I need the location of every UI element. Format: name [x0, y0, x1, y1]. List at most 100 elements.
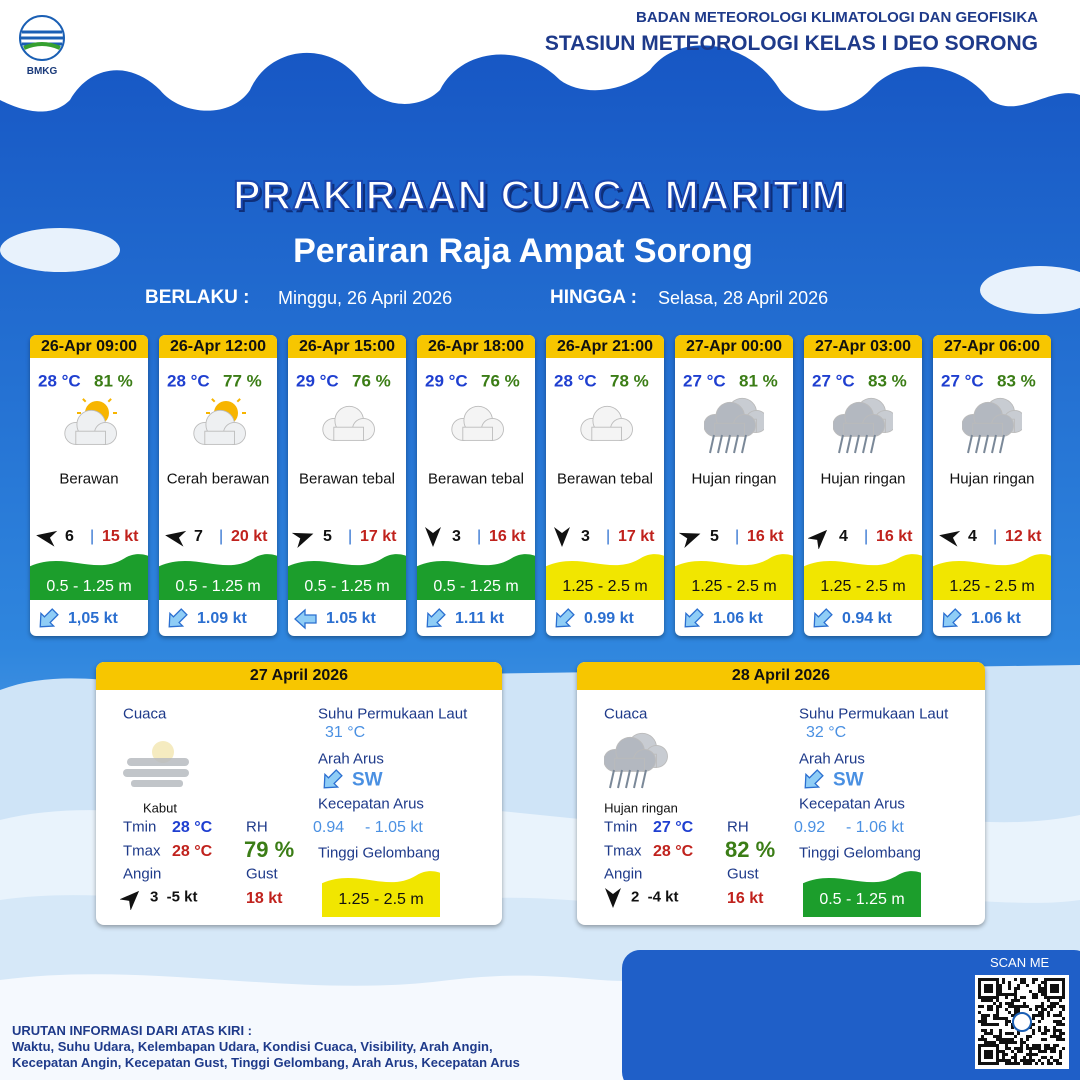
current-speed: 1,05 kt	[68, 610, 118, 627]
wave-height: 1.25 - 2.5 m	[691, 578, 777, 595]
sst: 32 °C	[806, 724, 847, 741]
current-speed: 1.11 kt	[455, 610, 504, 627]
wind-arrow	[554, 527, 570, 547]
current-min: 0.94	[313, 819, 345, 836]
subtitle: Perairan Raja Ampat Sorong	[293, 232, 753, 270]
humidity: 83 %	[868, 371, 907, 391]
air-temp: 28 °C	[554, 371, 597, 391]
weather-text: Hujan ringan	[949, 470, 1035, 488]
valid-to: Selasa, 28 April 2026	[658, 288, 829, 308]
card-time: 27-Apr 06:00	[933, 335, 1051, 358]
wave-band	[933, 554, 1051, 600]
current-speed: 1.06 kt	[971, 610, 1021, 627]
weather-icon	[604, 732, 668, 789]
separator: |	[606, 528, 611, 545]
tmax: 28 °C	[172, 843, 213, 860]
valid-to-label: HINGGA :	[550, 287, 637, 308]
separator: |	[735, 528, 740, 545]
card-time: 26-Apr 18:00	[417, 335, 535, 358]
weather-text: Cerah berawan	[166, 470, 270, 488]
logo-text: BMKG	[26, 66, 58, 77]
weather-icon	[962, 397, 1022, 454]
weather-text: Berawan	[59, 470, 119, 488]
label: Arah Arus	[318, 750, 384, 768]
card-time: 27-Apr 03:00	[804, 335, 922, 358]
wave-band	[546, 554, 664, 600]
forecast-card: 26-Apr 15:00 29 °C 76 % Berawan tebal 5 | 17 k…	[288, 335, 406, 636]
panel-date: 28 April 2026	[577, 662, 985, 690]
label: Tmin	[604, 818, 638, 836]
current-arrow	[684, 608, 704, 628]
wave-band	[675, 554, 793, 600]
gust-speed: 16 kt	[876, 528, 913, 545]
card-time: 26-Apr 21:00	[546, 335, 664, 358]
wind-speed: 4	[839, 528, 848, 545]
weather-icon	[451, 405, 504, 441]
humidity: 77 %	[223, 371, 262, 391]
label: Tmax	[123, 842, 161, 860]
tmax: 28 °C	[653, 843, 694, 860]
current-arrow	[168, 608, 188, 628]
label: Gust	[727, 865, 759, 883]
legend-text: Kecepatan Angin, Kecepatan Gust, Tinggi …	[12, 1055, 520, 1070]
label: Suhu Permukaan Laut	[799, 705, 949, 723]
wave-band	[30, 554, 148, 600]
wind-arrow	[808, 529, 828, 549]
forecast-card: 26-Apr 21:00 28 °C 78 % Berawan tebal 3 | 17 k…	[546, 335, 664, 636]
card-time: 27-Apr 00:00	[675, 335, 793, 358]
label: Tinggi Gelombang	[318, 844, 441, 862]
wave-band	[803, 871, 921, 917]
wind-arrow	[605, 888, 621, 908]
label: Gust	[246, 865, 278, 883]
humidity: 76 %	[481, 371, 520, 391]
current-arrow	[426, 608, 446, 628]
wave-height: 0.5 - 1.25 m	[46, 578, 132, 595]
separator: |	[348, 528, 353, 545]
current-speed: 0.94 kt	[842, 610, 892, 627]
humidity: 83 %	[997, 371, 1036, 391]
separator: |	[864, 528, 869, 545]
current-max: - 1.05 kt	[365, 819, 423, 836]
wind-speed: 3	[581, 528, 590, 545]
label: Angin	[604, 865, 643, 883]
current-speed: 1.05 kt	[326, 610, 376, 627]
wave-height: 1.25 - 2.5 m	[949, 578, 1035, 595]
sst: 31 °C	[325, 724, 366, 741]
rh: 79 %	[244, 837, 295, 862]
wind-arrow	[165, 530, 187, 547]
wave-band	[288, 554, 406, 600]
humidity: 78 %	[610, 371, 649, 391]
weather-text: Berawan tebal	[428, 470, 524, 488]
humidity: 76 %	[352, 371, 391, 391]
wind-arrow	[679, 532, 701, 548]
wave-height: 0.5 - 1.25 m	[433, 578, 519, 595]
weather-icon	[833, 397, 893, 454]
wave-band	[804, 554, 922, 600]
forecast-card: 26-Apr 09:00 28 °C 81 % Berawan 6 | 15 kt 0.5 -…	[30, 335, 148, 636]
rh: 82 %	[725, 837, 776, 862]
current-arrow	[804, 769, 824, 789]
wave-band	[417, 554, 535, 600]
panel-date: 27 April 2026	[96, 662, 502, 690]
station-name: STASIUN METEOROLOGI KELAS I DEO SORONG	[544, 32, 1038, 55]
daily-panel: 27 April 2026 Cuaca Kabut Tmin 28 °C Tmax 28 °…	[96, 662, 502, 925]
current-arrow	[323, 769, 343, 789]
wind-speed: 5	[323, 528, 332, 545]
wind-speed: 3	[452, 528, 461, 545]
humidity: 81 %	[739, 371, 778, 391]
wind: 2 -4 kt	[631, 888, 679, 906]
gust-speed: 15 kt	[102, 528, 139, 545]
current-speed: 1.09 kt	[197, 610, 247, 627]
current-arrow	[942, 608, 962, 628]
label: Tmin	[123, 818, 157, 836]
air-temp: 28 °C	[38, 371, 81, 391]
weather-icon	[64, 398, 117, 445]
weather-icon	[580, 405, 633, 441]
weather-icon	[322, 405, 375, 441]
separator: |	[219, 528, 224, 545]
qr-code[interactable]	[975, 975, 1069, 1069]
wind-arrow	[36, 530, 58, 547]
title: PRAKIRAAN CUACA MARITIM	[232, 172, 847, 218]
separator: |	[90, 528, 95, 545]
